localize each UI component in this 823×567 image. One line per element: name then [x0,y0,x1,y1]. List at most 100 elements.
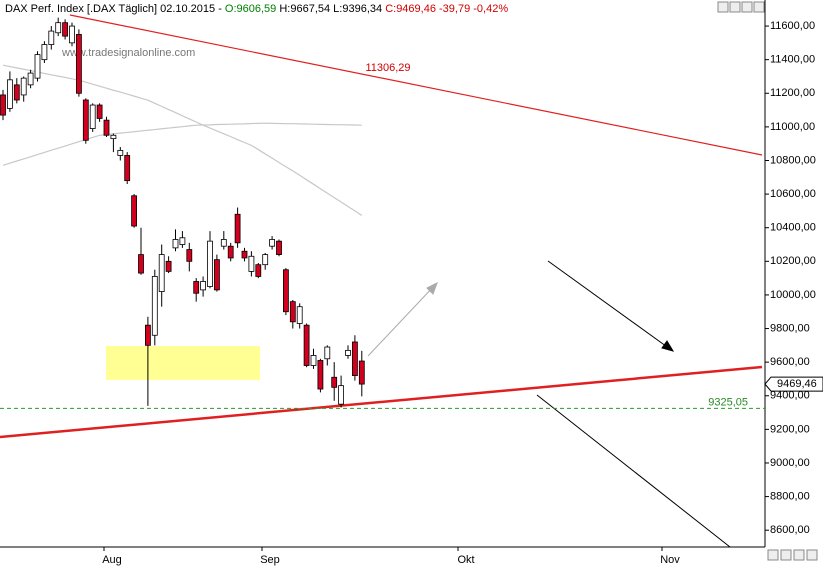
last-price-label: 9469,46 [777,378,817,390]
y-tick-label: 9400,00 [770,390,810,402]
candle-body [179,237,186,245]
candle-body [144,324,151,346]
candle-body [310,355,317,366]
candle-body [338,385,345,405]
candle-body [193,281,200,294]
arrow-gray [367,281,438,357]
candle-body [289,301,296,323]
candle-body [76,34,82,94]
watermark: www.tradesignalonline.com [61,47,195,59]
candle-body [82,99,89,141]
candle-body [324,346,331,360]
candle-body [13,84,20,101]
candle-body [351,341,358,376]
y-tick-label: 9600,00 [770,356,810,368]
y-tick-label: 10400,00 [770,222,816,234]
y-tick-label: 10200,00 [770,255,816,267]
y-tick-label: 10600,00 [770,188,816,200]
candle-body [117,150,124,156]
candle-body [172,239,179,249]
x-tick-label: Aug [102,554,122,566]
header: DAX Perf. Index [.DAX Täglich] 02.10.201… [5,3,508,15]
candle-body [269,239,276,247]
y-tick-label: 10000,00 [770,289,816,301]
candle-body [158,254,165,292]
candle-body [27,72,34,86]
header-open: O:9606,59 [225,3,276,15]
candle-body [124,155,131,182]
button-left[interactable] [717,1,729,13]
button-close[interactable] [753,1,765,13]
candle-body [207,240,213,287]
arrow-down-2 [536,394,731,548]
y-tick-label: 11400,00 [770,54,815,66]
resistance-label: 11306,29 [365,62,410,74]
candle-body [20,77,27,96]
candle-body [151,276,158,336]
y-tick-label: 9200,00 [770,423,810,435]
arrow-down-1 [547,260,675,352]
candle-body [103,119,110,136]
candle-body [165,260,172,272]
moving-average [2,64,363,216]
button-max[interactable] [741,1,753,13]
header-high-low: H:9667,54 L:9396,34 [279,3,382,15]
candle-body [345,349,351,356]
zoom-button-4[interactable] [806,549,818,561]
y-tick-label: 11600,00 [770,20,815,32]
candle-body [186,249,193,262]
candle-body [138,254,144,274]
header-title: DAX Perf. Index [.DAX Täglich] 02.10.201… [5,3,222,15]
candle-body [34,54,41,79]
window-buttons [717,1,818,561]
candle-body [55,22,62,34]
x-tick-label: Nov [660,554,680,566]
button-right[interactable] [729,1,741,13]
candle-body [0,94,6,116]
support-level-label: 9325,05 [708,396,748,408]
candle-body [213,259,220,291]
y-tick-label: 11200,00 [770,87,815,99]
y-tick-label: 9800,00 [770,322,810,334]
candle-body [276,240,282,255]
candle-body [110,134,117,140]
candle-body [131,195,138,227]
candle-body [227,245,234,259]
candle-body [262,254,269,266]
zoom-button-1[interactable] [767,549,779,561]
resistance-trendline [69,14,763,156]
candle-body [7,79,13,109]
candle-body [200,281,207,291]
last-price-box [764,376,823,392]
y-tick-label: 8800,00 [770,490,810,502]
y-tick-label: 10800,00 [770,154,816,166]
candle-body [248,255,255,272]
candle-body [48,30,55,45]
highlight-zone [106,346,260,380]
candle-body [220,239,227,247]
candle-body [96,104,103,119]
candle-body [296,306,303,324]
candle-body [255,264,262,277]
y-tick-label: 8600,00 [770,524,810,536]
y-tick-label: 11000,00 [770,121,815,133]
candle-body [331,376,338,388]
header-close: C:9469,46 -39,79 -0,42% [385,3,508,15]
zoom-button-2[interactable] [780,549,792,561]
candle-body [303,324,310,366]
y-tick-label: 9000,00 [770,457,810,469]
candle-body [282,269,289,313]
candle-body [241,250,248,259]
candle-body [234,213,241,244]
candle-body [69,25,75,44]
candle-body [41,44,48,61]
x-tick-label: Okt [457,554,474,566]
zoom-button-3[interactable] [793,549,805,561]
moving-average [2,122,362,166]
candle-body [62,22,68,37]
candle-body [317,360,324,390]
candle-body [89,104,96,129]
candle-body [358,360,365,385]
